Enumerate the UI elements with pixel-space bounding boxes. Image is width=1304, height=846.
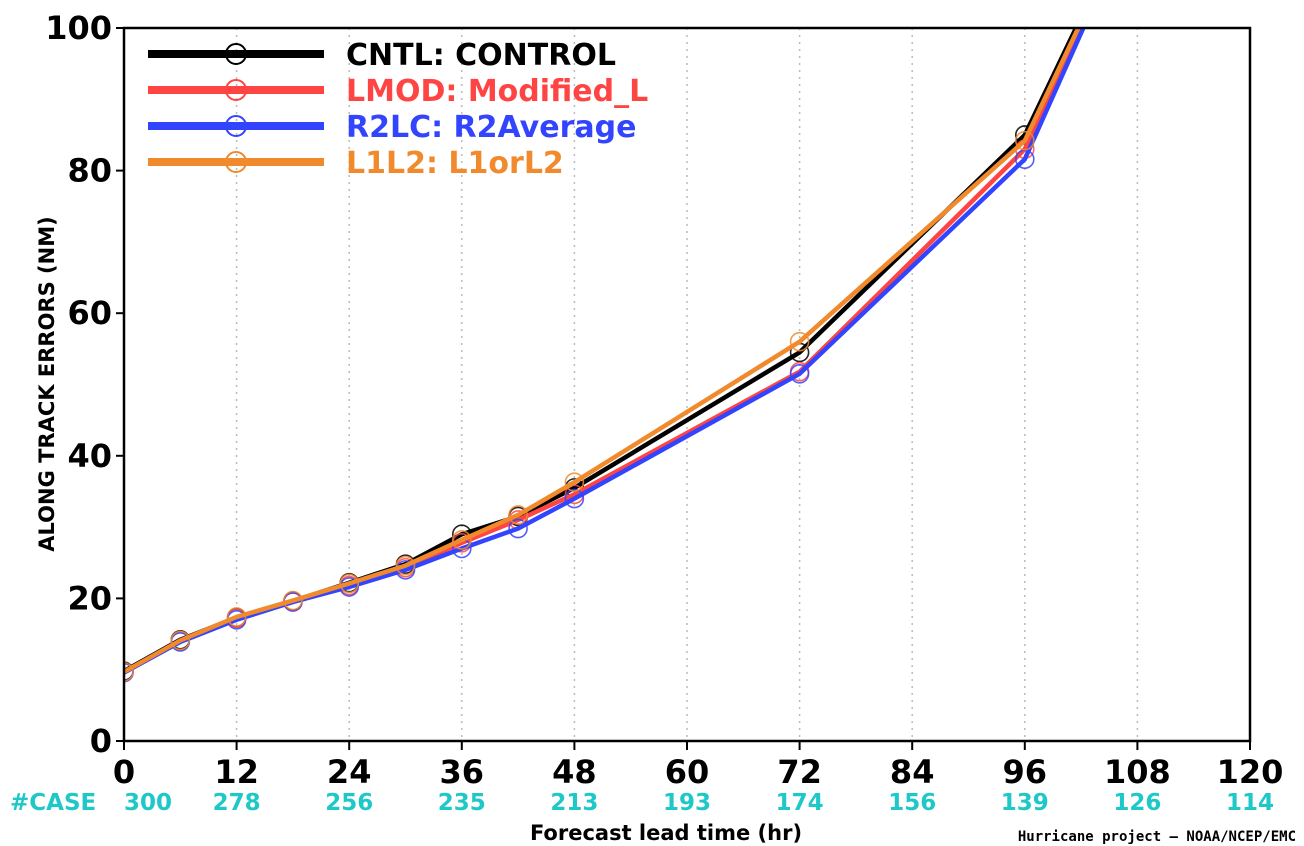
- y-tick-label: 80: [67, 152, 112, 190]
- series-point: [283, 590, 303, 611]
- x-tick-label: 36: [440, 753, 485, 791]
- legend-marker: [225, 151, 247, 173]
- legend-item: LMOD: Modified_L: [148, 74, 648, 109]
- case-count: 278: [213, 790, 261, 816]
- case-count: 300: [124, 790, 172, 816]
- case-prefix: #CASE: [10, 790, 96, 816]
- series-lines: [124, 28, 1086, 683]
- series-point: [339, 573, 360, 594]
- case-count: 213: [550, 790, 598, 816]
- x-tick-label: 0: [113, 753, 135, 791]
- y-tick-label: 40: [67, 437, 112, 475]
- case-count: 156: [888, 790, 936, 816]
- legend-label: LMOD: Modified_L: [346, 74, 648, 109]
- credit-text: Hurricane project — NOAA/NCEP/EMC: [1018, 829, 1296, 845]
- x-tick-label: 120: [1217, 753, 1284, 791]
- x-tick-label: 72: [777, 753, 822, 791]
- x-tick-label: 96: [1003, 753, 1048, 791]
- series-line: [124, 28, 1081, 674]
- x-tick-label: 48: [552, 753, 597, 791]
- x-tick-label: 60: [665, 753, 710, 791]
- legend-label: CNTL: CONTROL: [346, 38, 616, 73]
- y-tick-label: 100: [45, 9, 112, 47]
- series-point: [564, 488, 585, 509]
- y-tick-label: 20: [67, 579, 112, 617]
- series-point: [124, 662, 134, 682]
- case-count: 235: [438, 790, 486, 816]
- series-point: [451, 530, 472, 550]
- series-point: [508, 518, 528, 539]
- y-axis-ticks: 0 20 40 60 80 100: [45, 9, 124, 760]
- legend-label: L1L2: L1orL2: [346, 146, 564, 181]
- legend-item: CNTL: CONTROL: [148, 38, 616, 73]
- case-count: 174: [776, 790, 824, 816]
- series-point: [226, 607, 247, 627]
- case-count: 256: [325, 790, 373, 816]
- case-count: 139: [1001, 790, 1049, 816]
- y-tick-label: 60: [67, 294, 112, 332]
- y-tick-label: 0: [90, 722, 112, 760]
- x-tick-label: 84: [890, 753, 935, 791]
- series-point: [1015, 130, 1035, 151]
- legend-marker: [225, 115, 247, 137]
- legend-item: R2LC: R2Average: [148, 110, 636, 145]
- x-axis-ticks: 0 12 24 36 48 60 72 84 96 108 120: [113, 741, 1284, 791]
- legend-marker: [225, 43, 247, 65]
- legend-label: R2LC: R2Average: [346, 110, 636, 145]
- series-point: [564, 472, 585, 492]
- x-axis-label: Forecast lead time (hr): [530, 821, 802, 845]
- case-count: 114: [1226, 790, 1274, 816]
- x-tick-label: 12: [214, 753, 259, 791]
- series-point: [789, 364, 810, 384]
- series-point: [395, 555, 416, 576]
- case-count-row: #CASE 300 278 256 235 213 193 174 156 139 126 114: [10, 790, 1274, 816]
- case-count: 193: [663, 790, 711, 816]
- legend-item: L1L2: L1orL2: [148, 146, 564, 181]
- x-tick-label: 24: [327, 753, 372, 791]
- case-count: 126: [1113, 790, 1161, 816]
- series-point: [789, 331, 810, 352]
- x-tick-label: 108: [1104, 753, 1171, 791]
- legend-marker: [225, 79, 247, 101]
- series-line: [124, 28, 1086, 675]
- series-group: [124, 28, 1081, 682]
- y-axis-label: ALONG TRACK ERRORS (NM): [35, 216, 59, 551]
- series-point: [170, 630, 191, 651]
- series-point: [508, 505, 528, 525]
